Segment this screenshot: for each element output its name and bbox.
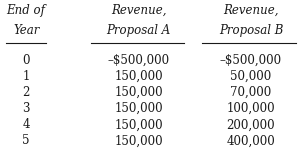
Text: 0: 0 xyxy=(22,54,30,67)
Text: 150,000: 150,000 xyxy=(114,86,163,99)
Text: 150,000: 150,000 xyxy=(114,70,163,83)
Text: 400,000: 400,000 xyxy=(227,135,275,147)
Text: 150,000: 150,000 xyxy=(114,135,163,147)
Text: 70,000: 70,000 xyxy=(230,86,272,99)
Text: 3: 3 xyxy=(22,102,30,115)
Text: 1: 1 xyxy=(22,70,30,83)
Text: 4: 4 xyxy=(22,118,30,131)
Text: 150,000: 150,000 xyxy=(114,118,163,131)
Text: 150,000: 150,000 xyxy=(114,102,163,115)
Text: Proposal A: Proposal A xyxy=(107,24,171,37)
Text: Revenue,: Revenue, xyxy=(111,4,166,17)
Text: Proposal B: Proposal B xyxy=(219,24,283,37)
Text: 50,000: 50,000 xyxy=(230,70,272,83)
Text: 2: 2 xyxy=(22,86,30,99)
Text: Revenue,: Revenue, xyxy=(223,4,279,17)
Text: –$500,000: –$500,000 xyxy=(107,54,169,67)
Text: Year: Year xyxy=(13,24,39,37)
Text: 100,000: 100,000 xyxy=(227,102,275,115)
Text: 200,000: 200,000 xyxy=(227,118,275,131)
Text: End of: End of xyxy=(7,4,46,17)
Text: 5: 5 xyxy=(22,135,30,147)
Text: –$500,000: –$500,000 xyxy=(220,54,282,67)
